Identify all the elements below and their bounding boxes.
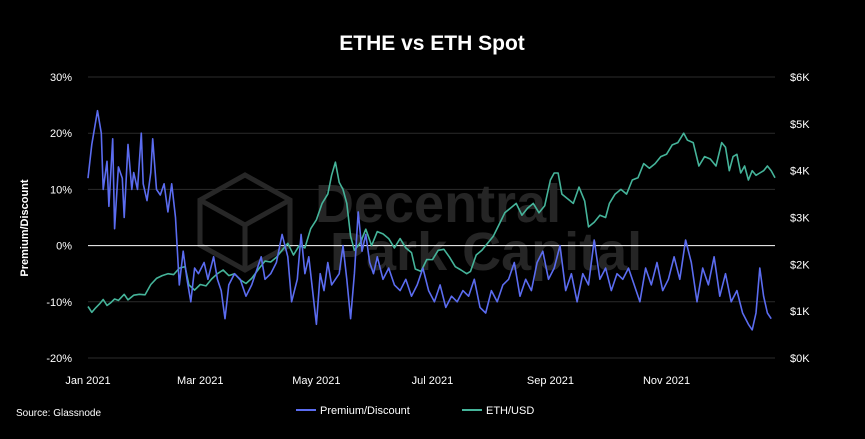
x-tick-label: Sep 2021 (527, 375, 574, 387)
right-tick-label: $1K (790, 306, 810, 318)
left-tick-label: 0% (56, 241, 72, 253)
right-axis-ticks: $6K $5K $4K $3K $2K $1K $0K (790, 72, 810, 365)
right-tick-label: $0K (790, 353, 810, 365)
left-tick-label: 20% (50, 128, 72, 140)
left-tick-label: 30% (50, 72, 72, 84)
x-tick-label: May 2021 (292, 375, 340, 387)
right-tick-label: $3K (790, 213, 810, 225)
series-layer (87, 109, 776, 331)
series-line-premium-discount (87, 109, 772, 331)
gridlines (88, 76, 775, 359)
left-tick-label: 10% (50, 184, 72, 196)
legend-label-premium-discount: Premium/Discount (320, 405, 410, 417)
right-tick-label: $6K (790, 72, 810, 84)
x-tick-label: Nov 2021 (643, 375, 690, 387)
x-tick-label: Mar 2021 (177, 375, 223, 387)
series-line-eth-usd (87, 132, 776, 314)
left-axis-title: Premium/Discount (19, 179, 31, 277)
legend: Premium/Discount ETH/USD (296, 405, 534, 417)
chart-title: ETHE vs ETH Spot (339, 32, 525, 55)
legend-label-eth-usd: ETH/USD (486, 405, 534, 417)
watermark-cube-logo (197, 172, 293, 273)
watermark-line-1: Decentral (315, 174, 561, 234)
source-note: Source: Glassnode (16, 408, 101, 419)
left-tick-label: -10% (46, 297, 72, 309)
x-tick-label: Jan 2021 (65, 375, 110, 387)
right-tick-label: $5K (790, 119, 810, 131)
right-tick-label: $4K (790, 166, 810, 178)
left-axis-ticks: 30% 20% 10% 0% -10% -20% (46, 72, 72, 365)
x-tick-label: Jul 2021 (412, 375, 454, 387)
x-axis-ticks: Jan 2021 Mar 2021 May 2021 Jul 2021 Sep 2021… (65, 375, 690, 387)
right-tick-label: $2K (790, 259, 810, 271)
left-tick-label: -20% (46, 353, 72, 365)
